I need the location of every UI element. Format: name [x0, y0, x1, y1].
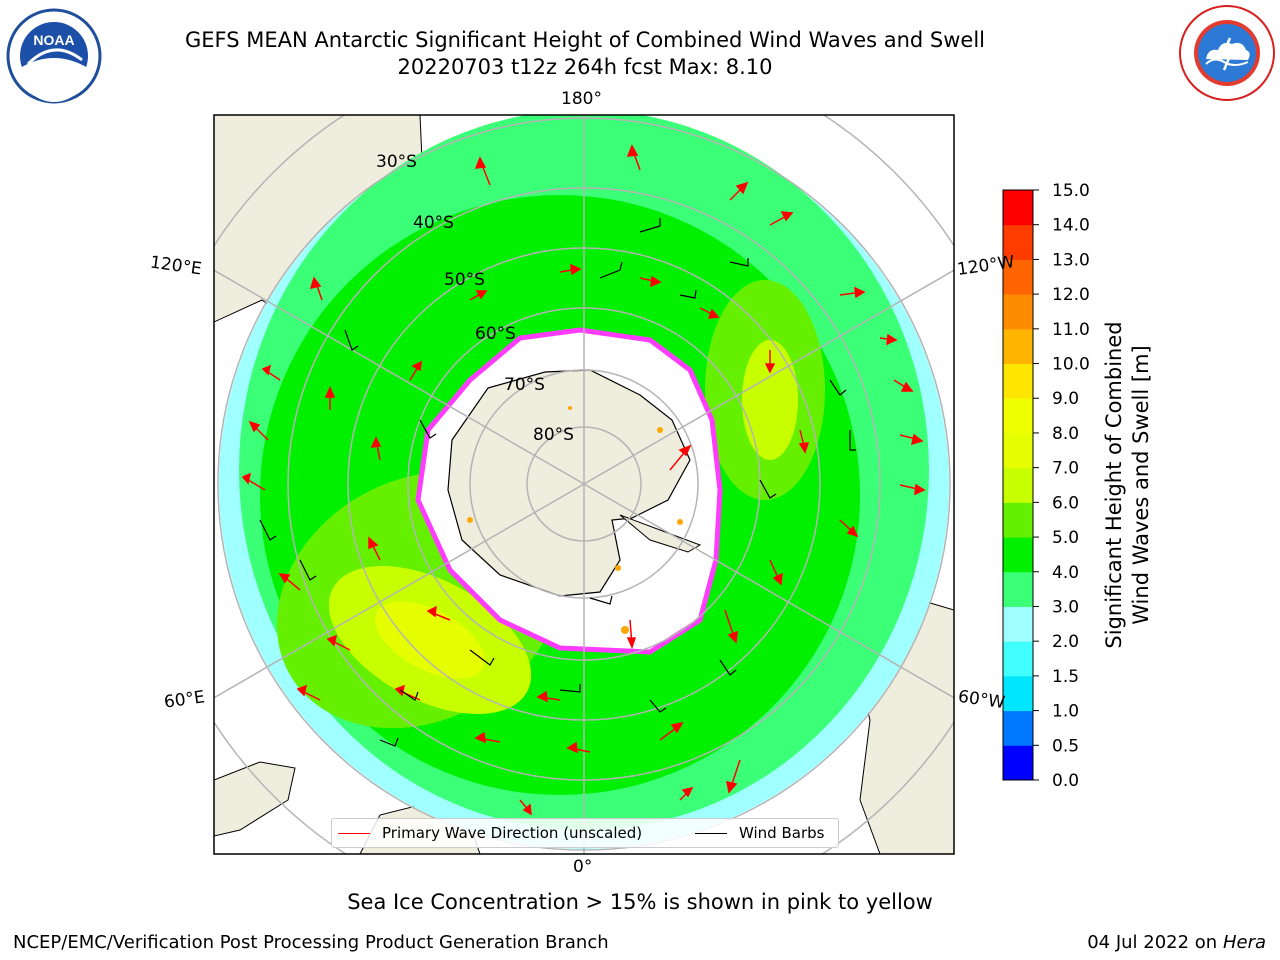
- colorbar-frame: [1002, 189, 1034, 781]
- legend-item-wind-barbs: Wind Barbs: [695, 824, 824, 842]
- colorbar-bin: [1003, 432, 1033, 469]
- noaa-logo-text: NOAA: [33, 32, 74, 48]
- colorbar-bin: [1003, 398, 1033, 434]
- map-legend: Primary Wave Direction (unscaled) Wind B…: [331, 818, 839, 848]
- colorbar-tick-label: 6.0: [1052, 493, 1079, 513]
- colorbar-bin: [1003, 294, 1033, 330]
- sea-ice-note: Sea Ice Concentration > 15% is shown in …: [347, 890, 933, 914]
- credit-right: 04 Jul 2022 on Hera: [1087, 932, 1266, 953]
- colorbar-tick-label: 0.0: [1052, 771, 1079, 791]
- colorbar-bin: [1003, 467, 1033, 503]
- colorbar-bin: [1003, 606, 1033, 642]
- wind-barbs: [259, 218, 856, 747]
- colorbar-tick-label: 9.0: [1052, 389, 1079, 409]
- map-subtitle: 20220703 t12z 264h fcst Max: 8.10: [397, 55, 773, 79]
- antarctic-peninsula-land: [619, 514, 702, 553]
- colorbar-tick-label: 1.5: [1052, 667, 1079, 687]
- colorbar-tick-label: 11.0: [1052, 320, 1090, 340]
- colorbar-bin: [1003, 675, 1033, 712]
- colorbar-tick-label: 12.0: [1052, 285, 1090, 305]
- lat-label-60s: 60°S: [475, 324, 516, 344]
- colorbar-bin: [1003, 710, 1033, 746]
- colorbar-tick-label: 7.0: [1052, 459, 1079, 479]
- legend-line-red: [338, 833, 370, 834]
- map-title: GEFS MEAN Antarctic Significant Height o…: [184, 28, 986, 52]
- lon-label-180: 180°: [561, 89, 602, 109]
- noaa-logo: NOAA: [6, 8, 102, 104]
- credit-machine: Hera: [1222, 932, 1266, 953]
- credit-date: 04 Jul 2022 on: [1087, 932, 1218, 953]
- antarctica-land: [447, 369, 691, 597]
- colorbar-tick-label: 3.0: [1052, 597, 1079, 617]
- nws-logo: [1179, 5, 1275, 101]
- wave-band-7-8m: [375, 601, 485, 679]
- colorbar-title-line2: Wind Waves and Swell [m]: [1129, 345, 1153, 625]
- colorbar-tick-label: 4.0: [1052, 563, 1079, 583]
- colorbar-tick-label: 2.0: [1052, 632, 1079, 652]
- colorbar-bin: [1003, 259, 1033, 295]
- colorbar: 0.0 0.5 1.0 1.5 2.0 3.0 4.0 5.0 6.0 7.0 8.0 9.0 10.0…: [1002, 181, 1090, 791]
- lat-label-40s: 40°S: [413, 213, 454, 233]
- colorbar-bin: [1003, 190, 1033, 226]
- colorbar-tick-label: 13.0: [1052, 250, 1090, 270]
- colorbar-title-line1: Significant Height of Combined: [1102, 321, 1126, 649]
- colorbar-tick-label: 0.5: [1052, 736, 1079, 756]
- colorbar-bin: [1003, 641, 1033, 677]
- colorbar-bin: [1003, 537, 1033, 573]
- africa-land: [214, 761, 296, 837]
- colorbar-tick-label: 5.0: [1052, 528, 1079, 548]
- colorbar-bin: [1003, 571, 1033, 607]
- colorbar-bin: [1003, 363, 1033, 399]
- lat-label-30s: 30°S: [376, 152, 417, 172]
- colorbar-bin: [1003, 745, 1033, 781]
- lat-label-70s: 70°S: [504, 375, 545, 395]
- lon-label-0: 0°: [573, 857, 593, 877]
- legend-item-primary-wave: Primary Wave Direction (unscaled): [338, 824, 642, 842]
- lat-label-80s: 80°S: [533, 425, 574, 445]
- colorbar-bin: [1003, 224, 1033, 260]
- colorbar-tick-label: 10.0: [1052, 355, 1090, 375]
- legend-label-primary-wave: Primary Wave Direction (unscaled): [382, 824, 643, 842]
- wave-band-6-7m-east: [742, 340, 798, 460]
- map-frame: [213, 114, 955, 855]
- lat-label-50s: 50°S: [444, 270, 485, 290]
- colorbar-tick-label: 1.0: [1052, 702, 1079, 722]
- credit-left: NCEP/EMC/Verification Post Processing Pr…: [13, 932, 609, 953]
- colorbar-tick-label: 15.0: [1052, 181, 1090, 201]
- colorbar-tick-label: 8.0: [1052, 424, 1079, 444]
- colorbar-tick-label: 14.0: [1052, 216, 1090, 236]
- colorbar-bin: [1003, 502, 1033, 538]
- legend-line-black: [695, 833, 727, 834]
- legend-label-wind-barbs: Wind Barbs: [739, 824, 825, 842]
- colorbar-bin: [1003, 328, 1033, 365]
